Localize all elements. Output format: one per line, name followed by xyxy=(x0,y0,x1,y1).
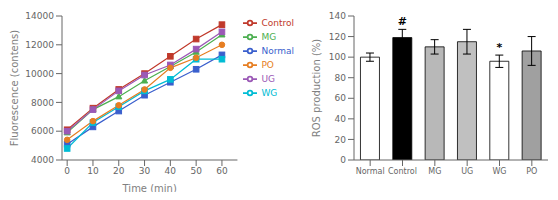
svg-text:12000: 12000 xyxy=(25,40,54,50)
svg-text:20: 20 xyxy=(113,166,125,176)
svg-text:WG: WG xyxy=(492,167,506,176)
svg-text:*: * xyxy=(496,41,502,54)
svg-text:PO: PO xyxy=(526,167,537,176)
html-text:PO: PO xyxy=(261,59,274,70)
svg-text:ROS production (%): ROS production (%) xyxy=(311,39,322,138)
svg-text:50: 50 xyxy=(190,166,202,176)
svg-text:0: 0 xyxy=(340,155,346,165)
svg-text:Normal: Normal xyxy=(356,167,385,176)
svg-text:60: 60 xyxy=(335,93,347,103)
svg-text:8000: 8000 xyxy=(31,98,54,108)
svg-text:UG: UG xyxy=(461,167,473,176)
html-text:MG: MG xyxy=(261,31,277,42)
svg-text:0: 0 xyxy=(64,166,70,176)
svg-text:80: 80 xyxy=(335,73,347,83)
svg-text:40: 40 xyxy=(165,166,177,176)
svg-text:40: 40 xyxy=(335,114,347,124)
svg-text:60: 60 xyxy=(216,166,228,176)
svg-text:140: 140 xyxy=(329,11,346,21)
svg-text:MG: MG xyxy=(428,167,441,176)
html-text:WG: WG xyxy=(261,87,278,98)
svg-text:120: 120 xyxy=(329,32,346,42)
svg-text:Control: Control xyxy=(388,167,417,176)
svg-text:100: 100 xyxy=(329,52,346,62)
svg-text:Fluorescence (contens): Fluorescence (contens) xyxy=(9,30,20,147)
svg-text:4000: 4000 xyxy=(31,155,54,165)
svg-text:10: 10 xyxy=(87,166,99,176)
svg-text:Time (min): Time (min) xyxy=(122,183,177,192)
svg-text:20: 20 xyxy=(335,135,347,145)
svg-text:6000: 6000 xyxy=(31,126,54,136)
html-text:UG: UG xyxy=(261,73,275,84)
svg-text:30: 30 xyxy=(139,166,151,176)
svg-text:#: # xyxy=(398,15,407,28)
html-text:Control: Control xyxy=(261,17,294,28)
html-text:Normal: Normal xyxy=(261,45,294,56)
svg-text:14000: 14000 xyxy=(25,11,54,21)
svg-text:10000: 10000 xyxy=(25,69,54,79)
